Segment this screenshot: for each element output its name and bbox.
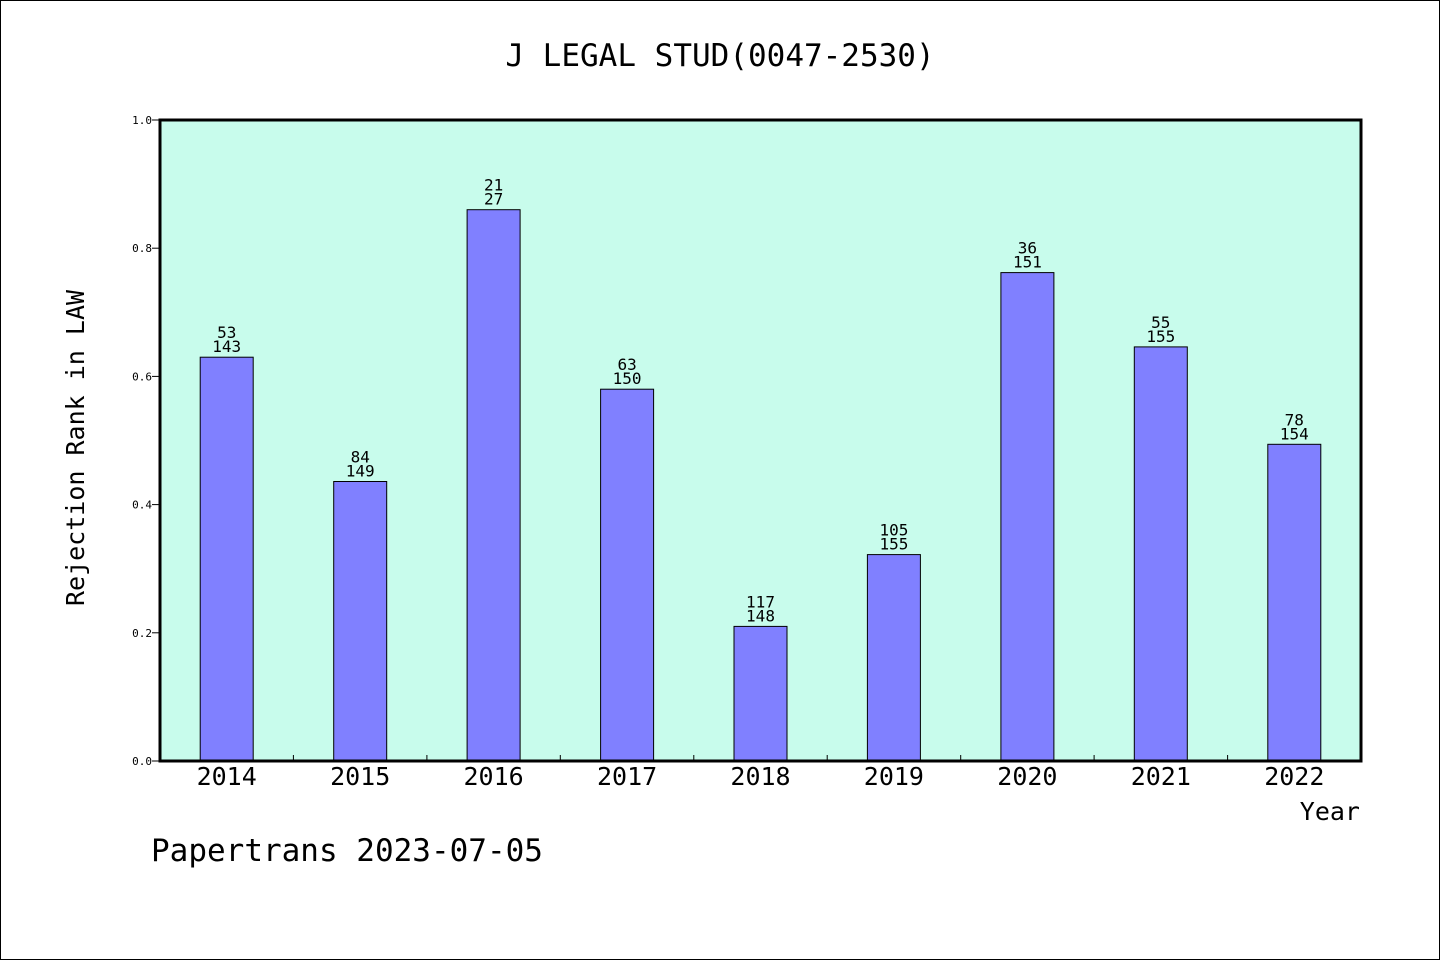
- y-tick-label-0: 0.0: [132, 755, 152, 768]
- bar-label-bottom-2016: 27: [484, 190, 503, 209]
- x-axis: 2014 2015 2016 2017 2018 2019 2020 2021 2022: [197, 755, 1324, 791]
- x-tick-label-2020: 2020: [997, 762, 1057, 791]
- x-tick-label-2022: 2022: [1264, 762, 1324, 791]
- x-tick-label-2017: 2017: [597, 762, 657, 791]
- bar-label-bottom-2021: 155: [1146, 327, 1175, 346]
- bar-label-top-2018: 117: [746, 592, 775, 611]
- bar-label-top-2021: 55: [1151, 313, 1170, 332]
- bar-2015: [333, 481, 388, 762]
- y-tick-label-4: 0.8: [132, 242, 152, 255]
- plot-border: [158, 118, 1363, 763]
- bar-2018: [733, 625, 788, 762]
- bar-2014: [199, 356, 254, 762]
- bar-label-top-2022: 78: [1285, 410, 1304, 429]
- bar-label-bottom-2015: 149: [346, 462, 375, 481]
- bar-2021: [1133, 346, 1188, 762]
- bar-label-top-2016: 21: [484, 176, 503, 195]
- bar-label-top-2017: 63: [617, 355, 636, 374]
- bar-2016: [466, 209, 521, 762]
- bar-label-top-2019: 105: [879, 521, 908, 540]
- bar-label-top-2015: 84: [351, 448, 370, 467]
- chart-title: J LEGAL STUD(0047-2530): [505, 38, 934, 74]
- bar-2017: [600, 388, 655, 762]
- bar-2022: [1267, 443, 1322, 762]
- bars-group: [199, 209, 1322, 762]
- bar-labels-group: 5314384149212763150117148105155361515515…: [212, 176, 1309, 626]
- y-tick-label-1: 0.2: [132, 627, 152, 640]
- footer-text: Papertrans 2023-07-05: [151, 833, 543, 869]
- x-axis-label: Year: [1300, 797, 1360, 826]
- y-tick-label-5: 1.0: [132, 114, 152, 127]
- bar-label-bottom-2018: 148: [746, 606, 775, 625]
- bar-label-bottom-2017: 150: [613, 369, 642, 388]
- bar-2019: [866, 554, 921, 762]
- x-tick-label-2019: 2019: [864, 762, 924, 791]
- y-axis: 0.0 0.2 0.4 0.6 0.8 1.0: [132, 114, 160, 768]
- bar-label-top-2020: 36: [1018, 239, 1037, 258]
- x-tick-label-2021: 2021: [1131, 762, 1191, 791]
- bar-2020: [1000, 272, 1055, 762]
- y-axis-label: Rejection Rank in LAW: [61, 289, 90, 606]
- x-tick-label-2016: 2016: [463, 762, 523, 791]
- y-tick-label-3: 0.6: [132, 370, 152, 383]
- y-tick-label-2: 0.4: [132, 499, 152, 512]
- x-tick-label-2015: 2015: [330, 762, 390, 791]
- bar-label-top-2014: 53: [217, 323, 236, 342]
- bar-label-bottom-2014: 143: [212, 337, 241, 356]
- bar-label-bottom-2020: 151: [1013, 253, 1042, 272]
- x-tick-label-2018: 2018: [730, 762, 790, 791]
- bar-label-bottom-2019: 155: [879, 535, 908, 554]
- bar-label-bottom-2022: 154: [1280, 424, 1309, 443]
- x-tick-label-2014: 2014: [197, 762, 257, 791]
